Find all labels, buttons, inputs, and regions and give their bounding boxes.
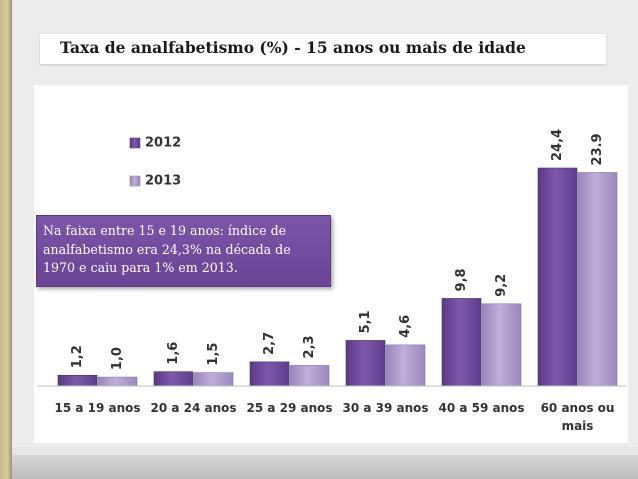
data-label-2013-6: 23.9 xyxy=(590,133,605,165)
bar-2013-6 xyxy=(577,172,618,387)
bar-2013-3 xyxy=(289,365,330,387)
legend-label-2013: 2013 xyxy=(145,174,181,189)
data-label-2013-3: 2,3 xyxy=(302,335,317,358)
chart-legend: 2012 2013 xyxy=(129,136,181,189)
title-bar xyxy=(40,34,606,64)
data-label-2013-5: 9,2 xyxy=(494,274,509,297)
bar-2013-1 xyxy=(97,376,138,387)
bars-group: 1,2 1,0 1,6 1,5 2,7 2,3 5,1 4,6 9,8 9,2 24,4 23.9 xyxy=(57,129,618,387)
legend-swatch-2012 xyxy=(129,137,141,149)
x-tick-label-1: 15 a 19 anos xyxy=(54,401,140,415)
data-label-2013-4: 4,6 xyxy=(398,315,413,338)
x-tick-label-4: 30 a 39 anos xyxy=(342,401,428,415)
data-label-2013-1: 1,0 xyxy=(110,347,125,370)
bar-2013-4 xyxy=(385,344,426,387)
data-label-2012-5: 9,8 xyxy=(454,268,469,291)
bar-2013-2 xyxy=(193,372,234,387)
annotation-box: Na faixa entre 15 e 19 anos: índice de a… xyxy=(36,215,331,287)
bar-2012-5 xyxy=(441,298,482,387)
bar-2012-1 xyxy=(57,374,98,387)
bar-2012-3 xyxy=(249,361,290,387)
data-label-2012-2: 1,6 xyxy=(166,342,181,365)
bar-2012-4 xyxy=(345,340,386,387)
x-tick-label-3: 25 a 29 anos xyxy=(246,401,332,415)
data-label-2012-1: 1,2 xyxy=(70,345,85,368)
bar-2013-5 xyxy=(481,303,522,387)
legend-swatch-2013 xyxy=(129,175,141,187)
bar-2012-2 xyxy=(153,371,194,387)
left-decorative-stripe xyxy=(0,0,12,479)
bottom-shade xyxy=(12,455,638,479)
data-label-2012-3: 2,7 xyxy=(262,332,277,355)
x-tick-label-6-line-1: 60 anos ou xyxy=(541,401,615,415)
x-tick-label-5: 40 a 59 anos xyxy=(438,401,524,415)
data-label-2012-4: 5,1 xyxy=(358,310,373,333)
x-tick-label-2: 20 a 24 anos xyxy=(150,401,236,415)
x-tick-label-6-line-2: mais xyxy=(562,419,594,433)
data-label-2013-2: 1,5 xyxy=(206,343,221,366)
slide-title: Taxa de analfabetismo (%) - 15 anos ou m… xyxy=(60,38,526,57)
bottom-band xyxy=(12,447,638,455)
x-tick-labels: 15 a 19 anos 20 a 24 anos 25 a 29 anos 30 a… xyxy=(54,401,614,433)
bar-2012-6 xyxy=(537,167,578,387)
legend-label-2012: 2012 xyxy=(145,136,181,151)
data-label-2012-6: 24,4 xyxy=(550,129,565,161)
